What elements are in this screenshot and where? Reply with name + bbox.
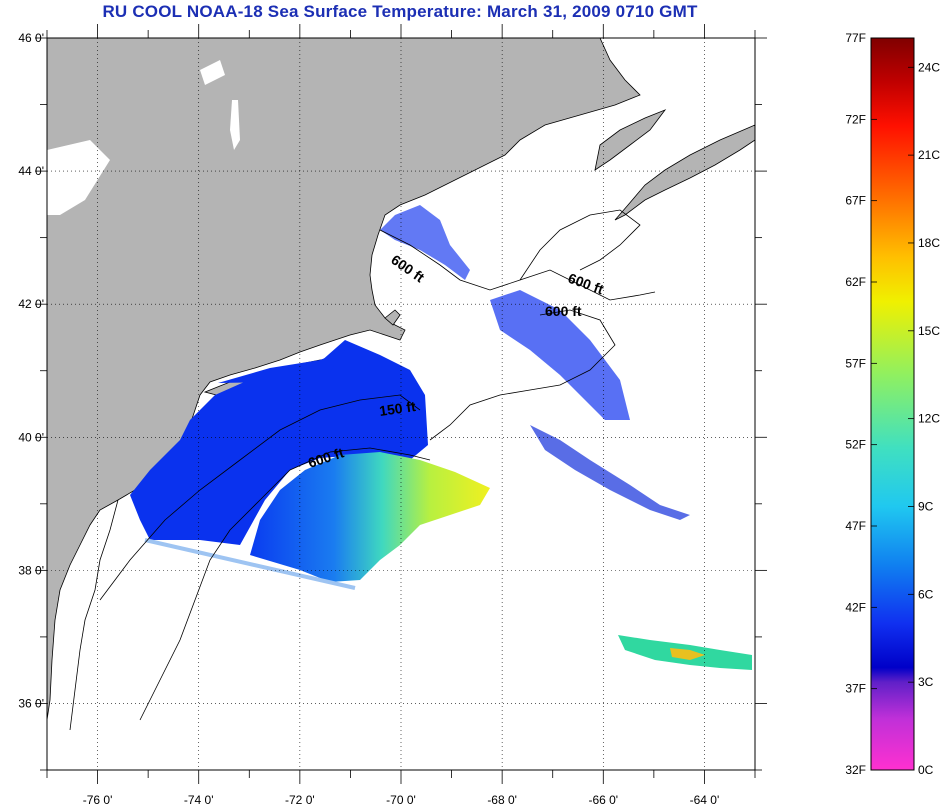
contour-150ft (99, 394, 421, 601)
bathymetry-contours (99, 209, 656, 721)
legend-c-label: 21C (918, 148, 940, 162)
legend-f-label: 32F (845, 763, 866, 777)
contour-600ft-shelf (139, 447, 431, 721)
sst-overlay (130, 205, 752, 670)
map-title: RU COOL NOAA-18 Sea Surface Temperature:… (102, 2, 698, 21)
lake-ontario (47, 140, 110, 215)
legend-f-label: 52F (845, 438, 866, 452)
longitude-labels: -76 0' -74 0' -72 0' -70 0' -68 0' -66 0' -64 … (83, 793, 720, 807)
latitude-tick-label: 40 0' (18, 430, 44, 444)
sst-georges-patch (530, 425, 690, 520)
legend-c-label: 18C (918, 236, 940, 250)
contour-600ft-scotian (519, 209, 641, 281)
contour-label-150ft: 150 ft (378, 398, 417, 419)
nova-scotia-north (594, 109, 667, 171)
legend-c-label: 0C (918, 763, 934, 777)
legend-c-label: 6C (918, 587, 934, 601)
contour-600ft-georges (429, 309, 616, 441)
legend-f-label: 62F (845, 275, 866, 289)
legend-f-label: 77F (845, 31, 866, 45)
longitude-tick-label: -72 0' (285, 793, 315, 807)
sst-warm-spot (670, 648, 705, 660)
legend-c-label: 3C (918, 675, 934, 689)
legend-f-label: 67F (845, 194, 866, 208)
legend-colorbar (870, 37, 915, 771)
longitude-tick-label: -76 0' (83, 793, 113, 807)
legend-f-label: 57F (845, 356, 866, 370)
latitude-tick-label: 42 0' (18, 297, 44, 311)
legend-c-label: 12C (918, 412, 940, 426)
latitude-tick-label: 38 0' (18, 563, 44, 577)
latitude-tick-label: 46 0' (18, 31, 44, 45)
contour-label-600ft-georges: 600 ft (545, 303, 582, 319)
cape-cod (384, 309, 401, 326)
longitude-tick-label: -64 0' (690, 793, 720, 807)
frame-ticks (35, 24, 767, 784)
latitude-tick-label: 36 0' (18, 696, 44, 710)
latitude-labels: 46 0' 44 0' 42 0' 40 0' 38 0' 36 0' (18, 31, 44, 710)
legend-c-label: 24C (918, 60, 940, 74)
sst-map: -76 0' -74 0' -72 0' -70 0' -68 0' -66 0' -64 … (18, 24, 767, 807)
legend-c-label: 9C (918, 499, 934, 513)
legend-f-label: 47F (845, 519, 866, 533)
lake-champlain (230, 100, 240, 150)
legend-f-label: 72F (845, 112, 866, 126)
delmarva-coast (69, 499, 119, 731)
sst-gulf-maine-patches (490, 290, 630, 420)
legend-celsius-labels: 24C 21C 18C 15C 12C 9C 6C 3C 0C (908, 60, 940, 777)
longitude-tick-label: -70 0' (386, 793, 416, 807)
mainland-land (47, 38, 641, 721)
legend-fahrenheit-labels: 77F 72F 67F 62F 57F 52F 47F 42F 37F 32F (845, 31, 877, 777)
sst-long-island-sound (218, 350, 345, 383)
legend-f-label: 37F (845, 682, 866, 696)
longitude-tick-label: -66 0' (588, 793, 618, 807)
sst-gulf-stream-edge (250, 452, 490, 582)
sst-maine-coast-strip (380, 205, 470, 280)
sst-scan-edge (144, 538, 356, 590)
longitude-tick-label: -74 0' (184, 793, 214, 807)
sst-cold-shelf (130, 340, 428, 545)
nova-scotia-land (614, 124, 755, 221)
lake-ne (200, 60, 225, 85)
latitude-tick-label: 44 0' (18, 164, 44, 178)
legend-f-label: 42F (845, 600, 866, 614)
legend-c-label: 15C (918, 324, 940, 338)
longitude-tick-label: -68 0' (487, 793, 517, 807)
